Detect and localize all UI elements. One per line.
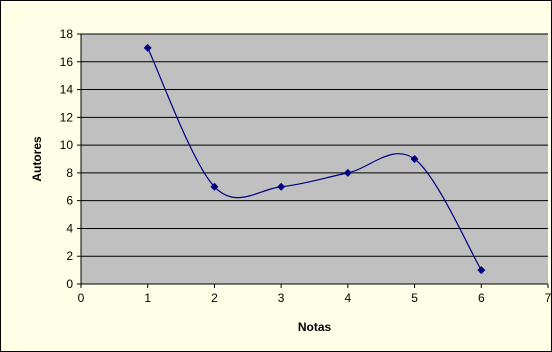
y-tick-label-12: 12 [60,110,74,124]
y-tick-label-16: 16 [60,55,74,69]
y-tick-label-0: 0 [66,277,73,291]
x-tick-label-6: 6 [478,291,485,305]
data-point-4 [343,168,352,177]
series-line [147,47,482,271]
x-tick-label-1: 1 [144,291,151,305]
x-tick-label-4: 4 [345,291,352,305]
data-point-6 [477,266,486,275]
y-tick-label-18: 18 [60,27,74,41]
y-tick-labels: 0 2 4 6 8 10 12 14 16 18 [60,27,74,291]
y-tick-label-6: 6 [66,194,73,208]
y-axis-title: Autores [30,136,44,182]
x-tick-label-2: 2 [211,291,218,305]
x-tick-label-0: 0 [78,291,85,305]
x-tick-label-3: 3 [278,291,285,305]
plot-area [81,34,548,284]
data-points [143,43,486,275]
x-axis-title: Notas [298,320,332,334]
data-point-1 [143,43,152,52]
axes [80,34,548,285]
data-point-5 [410,155,419,163]
x-tick-labels: 0 1 2 3 4 5 6 7 [78,284,552,305]
gridlines [77,33,548,285]
data-point-2 [210,182,219,191]
y-tick-label-4: 4 [66,221,73,235]
x-tick-label-5: 5 [411,291,418,305]
data-point-3 [277,182,286,191]
y-tick-label-8: 8 [66,166,73,180]
y-tick-label-10: 10 [60,138,74,152]
x-tick-label-7: 7 [545,291,552,305]
y-tick-label-2: 2 [66,249,73,263]
y-tick-label-14: 14 [60,83,74,97]
